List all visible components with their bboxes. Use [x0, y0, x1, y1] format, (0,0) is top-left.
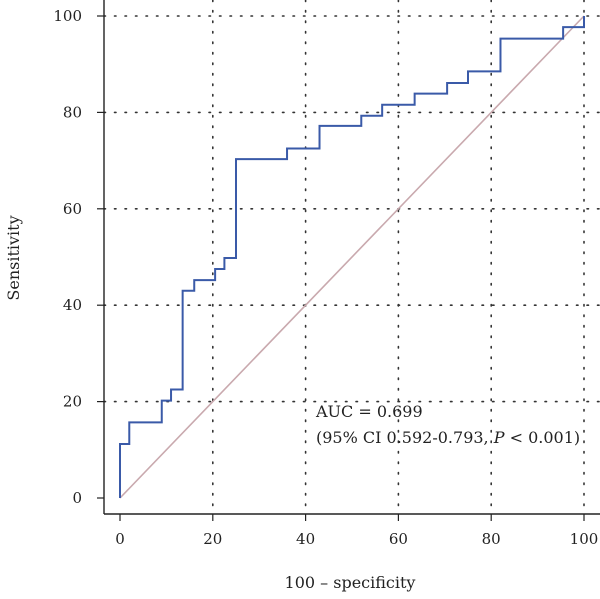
x-tick-label: 60 [389, 530, 408, 548]
axes [103, 0, 600, 515]
y-tick-label: 80 [63, 103, 82, 121]
x-tick-label: 0 [115, 530, 125, 548]
x-tick-label: 40 [296, 530, 315, 548]
ci-annotation: (95% CI 0.592-0.793, P < 0.001) [316, 428, 580, 447]
ci-p-symbol: P [493, 428, 505, 447]
x-axis-title: 100 – specificity [285, 573, 416, 592]
x-tick-label: 80 [482, 530, 501, 548]
y-tick-label: 20 [63, 393, 82, 411]
roc-curve [119, 16, 585, 498]
y-axis-title: Sensitivity [4, 215, 23, 300]
reference-line [119, 15, 585, 499]
auc-annotation: AUC = 0.699 [315, 402, 423, 421]
y-tick-label: 40 [63, 296, 82, 314]
x-tick-label: 20 [203, 530, 222, 548]
ci-prefix: (95% CI 0.592-0.793, [316, 428, 494, 447]
ticks: 0 20 40 60 80 100 0 20 40 60 80 100 [53, 7, 598, 548]
y-tick-label: 0 [72, 489, 82, 507]
x-tick-label: 100 [570, 530, 599, 548]
ci-suffix: < 0.001) [505, 428, 581, 447]
series [119, 15, 585, 499]
grid [103, 0, 600, 515]
y-tick-label: 100 [53, 7, 82, 25]
y-tick-label: 60 [63, 200, 82, 218]
